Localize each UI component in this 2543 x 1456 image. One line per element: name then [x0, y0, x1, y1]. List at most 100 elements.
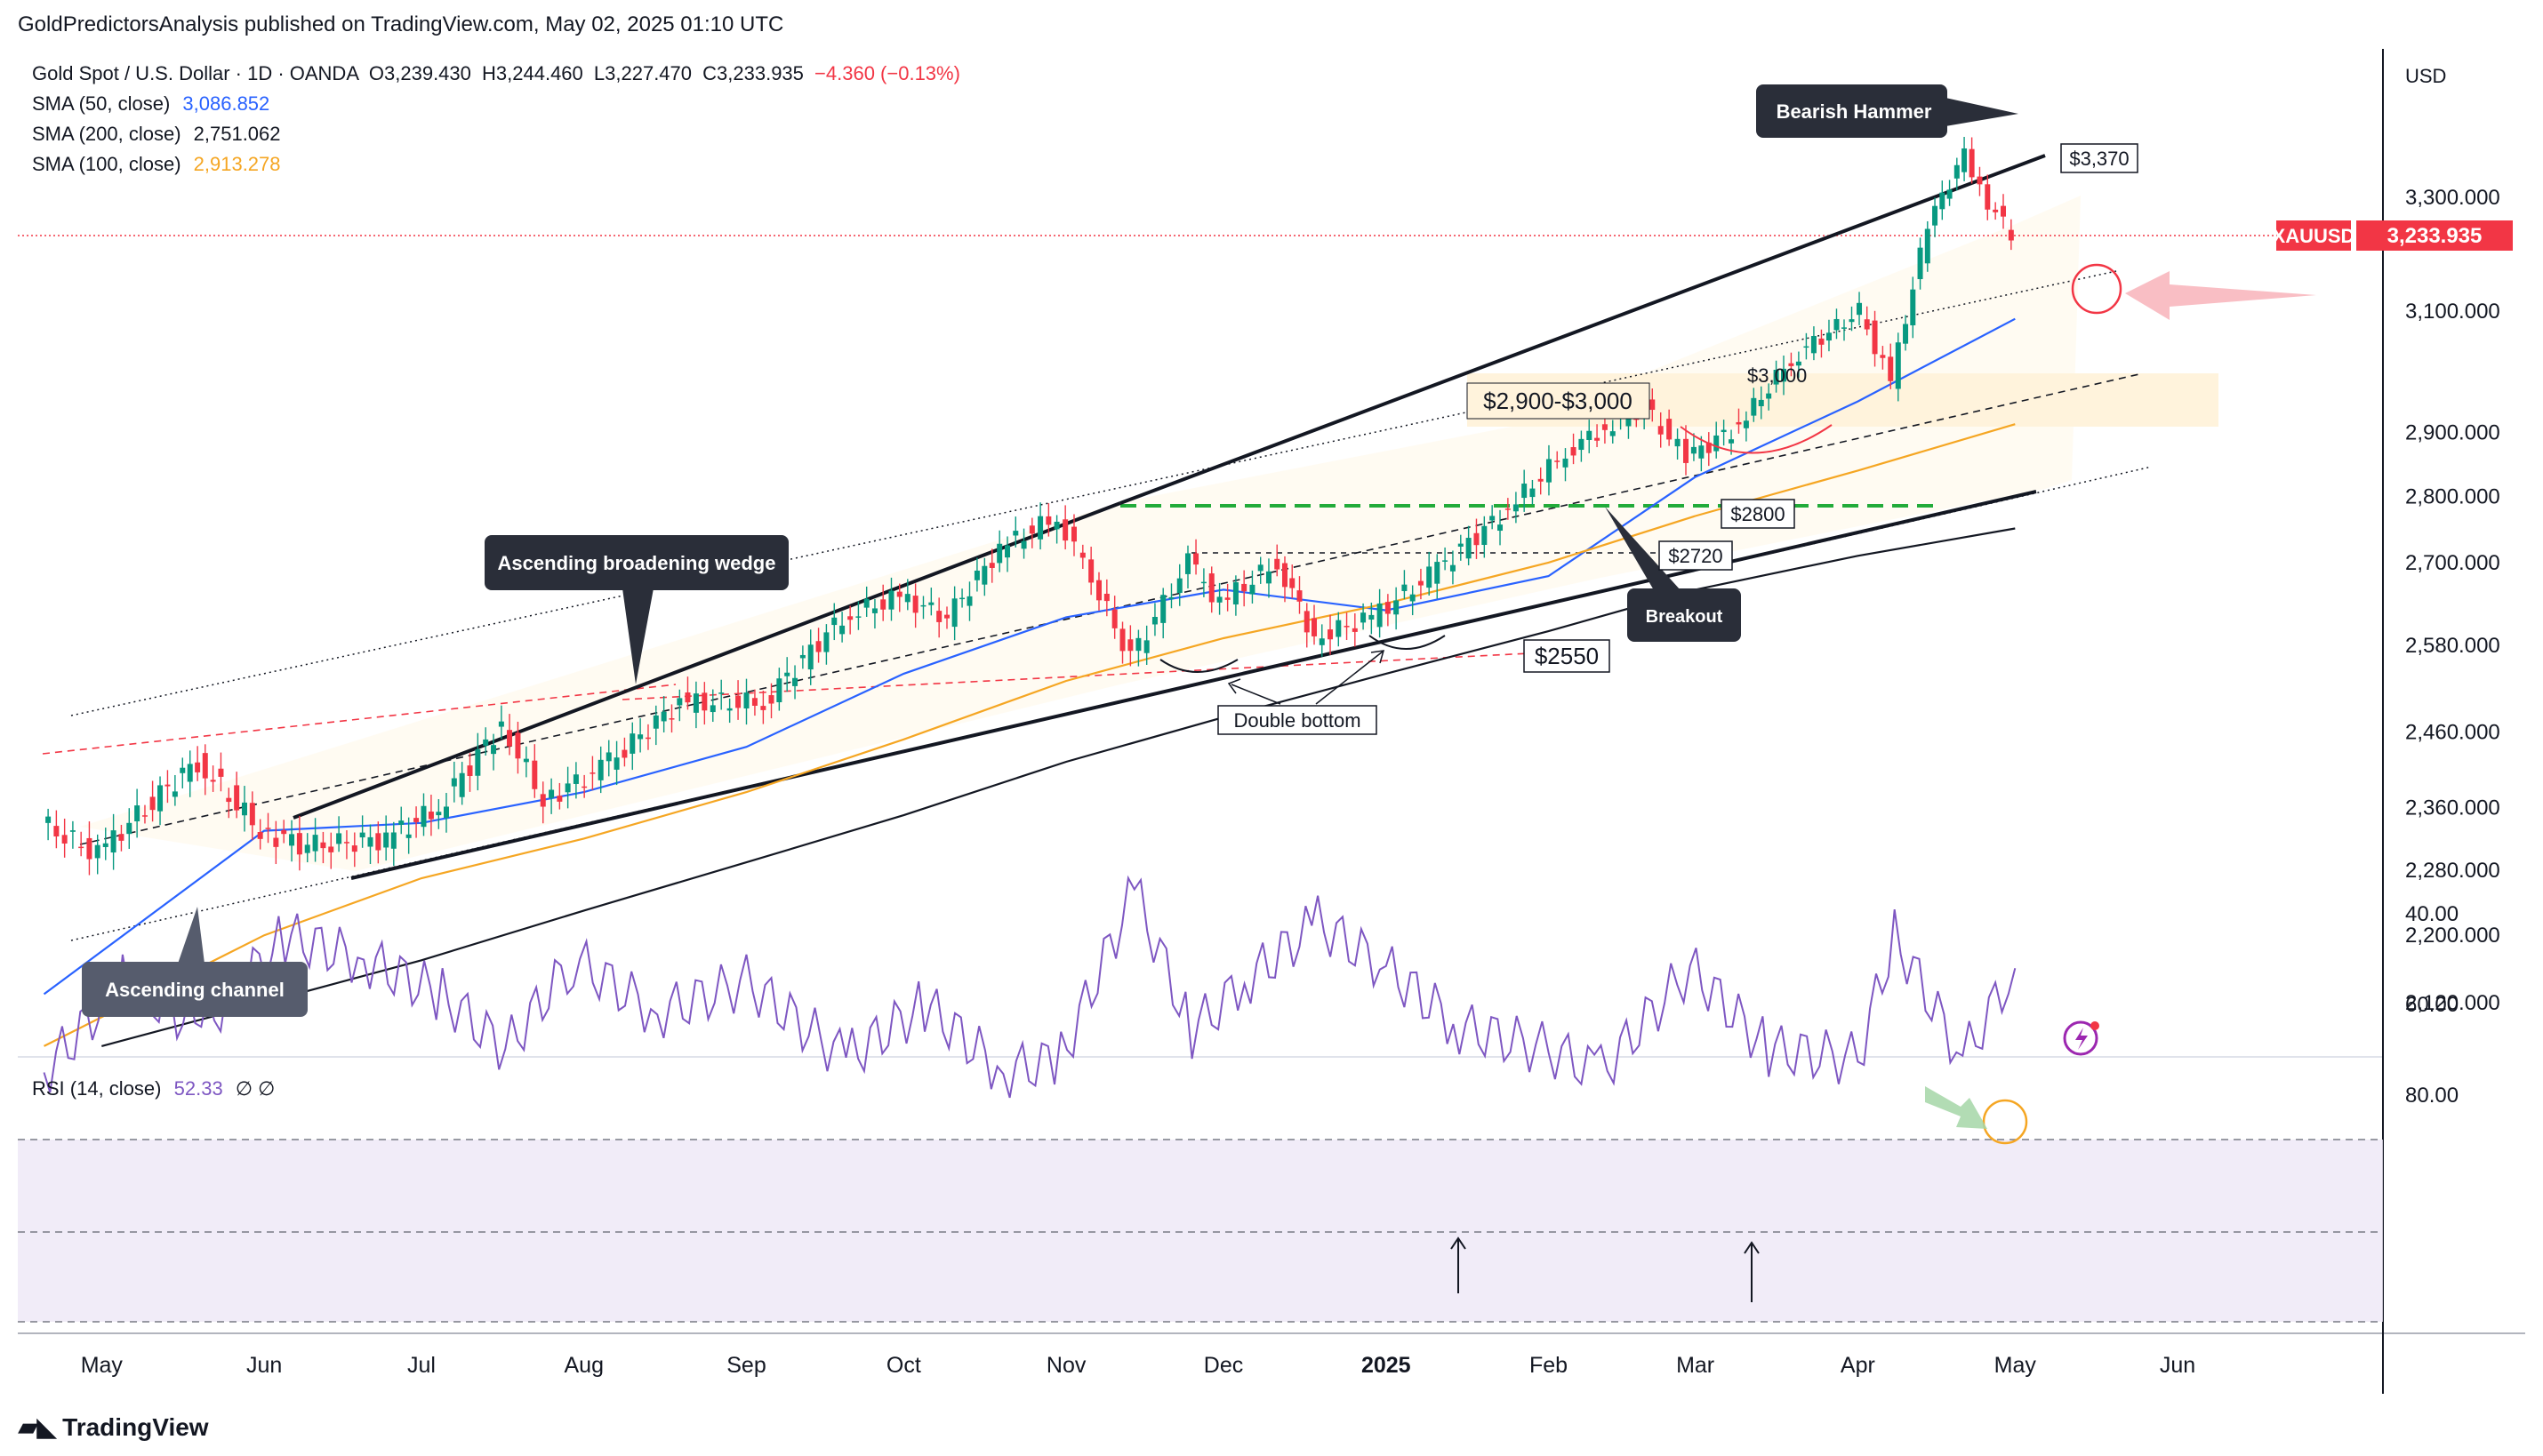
price-tick-label: 2,800.000 [2405, 484, 2500, 508]
candle-body [1336, 620, 1342, 637]
candle-body [880, 599, 886, 610]
price-tick-label: 3,300.000 [2405, 186, 2500, 210]
candle-body [375, 833, 381, 851]
brand-name: TradingView [62, 1412, 209, 1441]
svg-text:$3,370: $3,370 [2069, 148, 2129, 170]
tradingview-brand[interactable]: ▰◣ TradingView [18, 1412, 209, 1443]
candle-body [792, 677, 798, 686]
candle-body [1360, 612, 1367, 623]
candle-body [815, 641, 822, 652]
candle-body [187, 764, 193, 782]
candle-body [751, 698, 758, 706]
candle-body [110, 830, 116, 853]
candle-body [1917, 247, 1923, 280]
candle-body [157, 785, 164, 812]
candle-body [871, 608, 878, 613]
candle-body [1376, 603, 1383, 628]
candle-body [1545, 459, 1552, 483]
rsi-label: RSI (14, close) [32, 1077, 162, 1100]
time-tick-label: May [1994, 1353, 2037, 1378]
indicator-sma50[interactable]: SMA (50, close) 3,086.852 [32, 92, 269, 116]
callout-bearish-hammer: Bearish Hammer [1756, 84, 2018, 138]
candle-body [507, 730, 513, 747]
price-tag-value-bg [2356, 220, 2513, 251]
candle-body [807, 644, 814, 670]
time-axis[interactable]: May Jun Jul Aug Sep Oct Nov Dec 2025 Feb Mar Apr May… [81, 1353, 2195, 1378]
candle-body [202, 753, 208, 779]
symbol-legend[interactable]: Gold Spot / U.S. Dollar · 1D · OANDA O3,… [32, 62, 960, 85]
svg-text:$2800: $2800 [1730, 503, 1785, 525]
candle-body [573, 774, 579, 784]
currency-label[interactable]: USD [2405, 65, 2446, 87]
candle-body [118, 834, 124, 841]
candle-body [1818, 338, 1825, 345]
candle-body [718, 692, 725, 694]
rsi-band [18, 1140, 2383, 1322]
candle-body [1442, 560, 1448, 562]
candle-body [1481, 525, 1488, 546]
candle-body [1795, 361, 1801, 366]
candle-body [1864, 319, 1870, 330]
candle-body [661, 711, 667, 722]
label-3000: $3,000 [1747, 364, 1807, 387]
candle-body [982, 565, 988, 585]
candle-body [210, 780, 216, 782]
candle-body [1143, 640, 1150, 653]
candle-body [1473, 532, 1480, 546]
candle-body [1200, 581, 1207, 584]
candle-body [743, 692, 750, 709]
candle-body [855, 616, 862, 618]
candle-body [1319, 638, 1325, 645]
rsi-legend[interactable]: RSI (14, close) 52.33 ∅ ∅ [32, 1077, 275, 1100]
candle-body [532, 760, 538, 789]
candle-body [1895, 342, 1901, 389]
candle-body [1529, 488, 1536, 498]
candle-body [281, 829, 287, 835]
svg-text:Double bottom: Double bottom [1233, 709, 1360, 732]
candle-body [343, 842, 349, 844]
candle-body [928, 602, 935, 605]
candle-body [904, 594, 911, 603]
candle-body [1216, 596, 1223, 603]
rsi-axis[interactable]: 80.00 60.00 40.00 [2405, 902, 2459, 1108]
candle-body [702, 692, 708, 711]
indicator-sma200[interactable]: SMA (200, close) 2,751.062 [32, 123, 281, 146]
target-arrow [2125, 271, 2316, 320]
candle-body [1504, 508, 1511, 510]
candle-body [296, 833, 302, 855]
flash-icon[interactable] [2063, 1020, 2099, 1056]
candle-body [1849, 319, 1855, 323]
candle-body [1135, 637, 1142, 652]
svg-text:$2,900-$3,000: $2,900-$3,000 [1483, 388, 1632, 414]
candle-body [141, 815, 148, 817]
candle-body [997, 543, 1003, 564]
rsi-series-line [43, 875, 2017, 1099]
channel-upper-line [70, 270, 2117, 716]
price-axis[interactable]: 3,300.000 3,100.000 2,900.000 2,800.000 2,70… [2405, 186, 2500, 1015]
rsi-tick-label: 80.00 [2405, 1084, 2459, 1108]
label-2800: $2800 [1721, 499, 1795, 529]
candle-body [1910, 289, 1916, 325]
candle-body [959, 597, 966, 600]
candle-body [1977, 176, 1983, 185]
candle-body [896, 591, 902, 597]
indicator-sma100[interactable]: SMA (100, close) 2,913.278 [32, 153, 281, 176]
callout-wedge: Ascending broadening wedge [485, 535, 789, 684]
candle-body [1409, 594, 1416, 602]
candle-body [1683, 438, 1689, 463]
svg-text:Breakout: Breakout [1646, 607, 1723, 627]
sma100-label: SMA (100, close) [32, 153, 181, 175]
candle-body [1005, 545, 1011, 558]
candle-body [936, 611, 943, 622]
time-tick-label: Mar [1676, 1353, 1714, 1378]
candle-body [1939, 192, 1945, 210]
symbol-name[interactable]: Gold Spot / U.S. Dollar · 1D · OANDA [32, 62, 358, 84]
tradingview-logo-icon: ▰◣ [18, 1412, 57, 1442]
candle-body [1773, 370, 1779, 385]
candle-body [549, 789, 555, 798]
candle-body [847, 616, 854, 620]
candle-body [249, 803, 255, 826]
candle-body [831, 617, 838, 626]
candle-body [565, 783, 571, 793]
candle-body [1698, 445, 1705, 459]
